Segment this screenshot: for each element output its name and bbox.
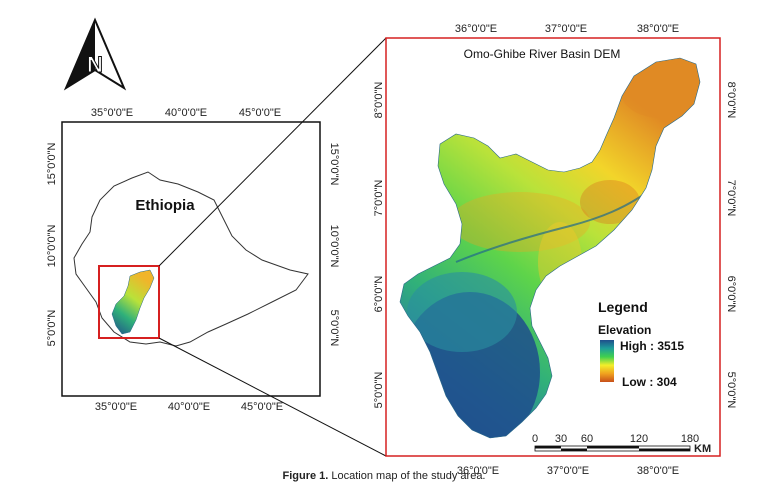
overview-top-lon-labels: 35°0'0"E 40°0'0"E 45°0'0"E — [91, 107, 281, 119]
detail-left-lat-4: 5°0'0"N — [373, 372, 385, 409]
legend-low-label: Low : 304 — [622, 375, 677, 389]
scale-seg-1 — [535, 446, 561, 449]
detail-map: 36°0'0"E 37°0'0"E 38°0'0"E 36°0'0"E 37°0… — [373, 23, 737, 477]
legend-subtitle: Elevation — [598, 323, 651, 337]
scale-seg-2 — [561, 448, 587, 451]
scale-unit: KM — [694, 443, 711, 455]
legend-color-ramp — [600, 340, 614, 382]
detail-right-lat-2: 7°0'0"N — [725, 180, 737, 217]
scale-tick-60: 60 — [581, 433, 593, 445]
detail-top-lon-1: 36°0'0"E — [455, 23, 497, 35]
basin-dem — [399, 57, 701, 439]
figure-caption: Figure 1. Location map of the study area… — [0, 470, 768, 482]
overview-top-lon-1: 35°0'0"E — [91, 107, 133, 119]
scale-tick-180: 180 — [681, 433, 699, 445]
connector-line-bottom — [158, 337, 387, 457]
detail-bottom-lon-labels: 36°0'0"E 37°0'0"E 38°0'0"E — [457, 465, 679, 477]
overview-bottom-lon-1: 35°0'0"E — [95, 401, 137, 413]
overview-right-lat-2: 10°0'0"N — [328, 225, 340, 268]
overview-highlight-box — [98, 265, 160, 339]
overview-map: 35°0'0"E 40°0'0"E 45°0'0"E 35°0'0"E 40°0… — [46, 107, 340, 413]
overview-bottom-lon-2: 40°0'0"E — [168, 401, 210, 413]
caption-label: Figure 1. — [282, 470, 329, 482]
detail-top-lon-3: 38°0'0"E — [637, 23, 679, 35]
overview-left-lat-3: 5°0'0"N — [46, 310, 58, 347]
overview-bottom-lon-3: 45°0'0"E — [241, 401, 283, 413]
detail-left-lat-labels: 8°0'0"N 7°0'0"N 6°0'0"N 5°0'0"N — [373, 82, 385, 409]
scale-seg-3 — [587, 446, 639, 449]
overview-right-lat-labels: 15°0'0"N 10°0'0"N 5°0'0"N — [328, 143, 340, 347]
detail-left-lat-2: 7°0'0"N — [373, 180, 385, 217]
country-label: Ethiopia — [135, 197, 195, 214]
detail-left-lat-1: 8°0'0"N — [373, 82, 385, 119]
detail-bottom-lon-2: 37°0'0"E — [547, 465, 589, 477]
overview-basin-shape — [111, 269, 155, 335]
scale-tick-30: 30 — [555, 433, 567, 445]
scale-seg-4 — [639, 448, 690, 451]
overview-left-lat-labels: 15°0'0"N 10°0'0"N 5°0'0"N — [46, 143, 58, 347]
overview-bottom-lon-labels: 35°0'0"E 40°0'0"E 45°0'0"E — [95, 401, 283, 413]
overview-left-lat-2: 10°0'0"N — [46, 225, 58, 268]
scale-bar: 0 30 60 120 180 KM — [532, 433, 711, 455]
detail-bottom-lon-3: 38°0'0"E — [637, 465, 679, 477]
detail-right-lat-3: 6°0'0"N — [725, 276, 737, 313]
scale-tick-120: 120 — [630, 433, 648, 445]
legend-title: Legend — [598, 299, 648, 315]
dem-legend: Legend Elevation High : 3515 Low : 304 — [598, 299, 684, 389]
caption-text: Location map of the study area. — [331, 470, 486, 482]
overview-right-lat-3: 5°0'0"N — [328, 310, 340, 347]
detail-top-lon-labels: 36°0'0"E 37°0'0"E 38°0'0"E — [455, 23, 679, 35]
scale-tick-0: 0 — [532, 433, 538, 445]
overview-top-lon-2: 40°0'0"E — [165, 107, 207, 119]
detail-bottom-lon-1: 36°0'0"E — [457, 465, 499, 477]
north-arrow-icon: N — [63, 17, 127, 91]
detail-right-lat-labels: 8°0'0"N 7°0'0"N 6°0'0"N 5°0'0"N — [725, 82, 737, 409]
detail-right-lat-4: 5°0'0"N — [725, 372, 737, 409]
detail-map-title: Omo-Ghibe River Basin DEM — [464, 47, 621, 61]
legend-high-label: High : 3515 — [620, 339, 684, 353]
north-arrow-letter: N — [87, 52, 103, 77]
detail-right-lat-1: 8°0'0"N — [725, 82, 737, 119]
detail-top-lon-2: 37°0'0"E — [545, 23, 587, 35]
overview-top-lon-3: 45°0'0"E — [239, 107, 281, 119]
connector-line-top — [158, 37, 387, 267]
overview-right-lat-1: 15°0'0"N — [328, 143, 340, 186]
overview-left-lat-1: 15°0'0"N — [46, 143, 58, 186]
detail-left-lat-3: 6°0'0"N — [373, 276, 385, 313]
